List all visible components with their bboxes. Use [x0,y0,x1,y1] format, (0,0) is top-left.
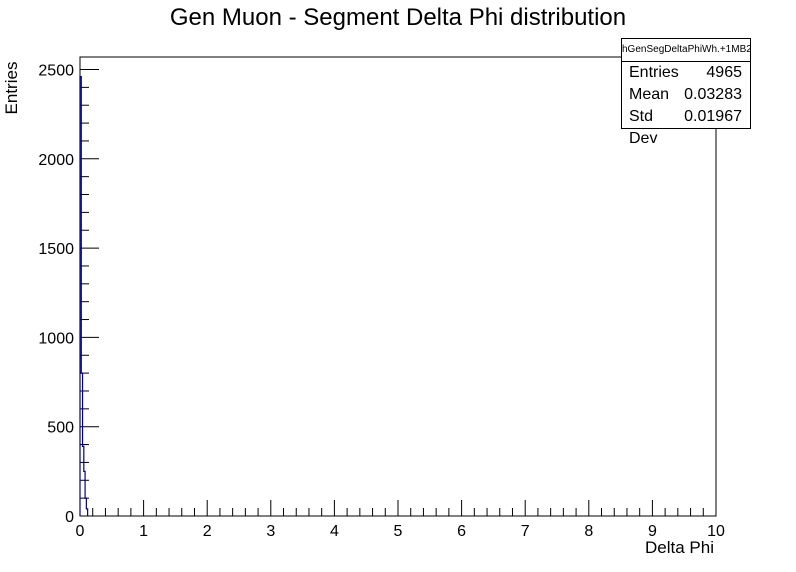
x-axis-label: Delta Phi [645,538,714,557]
stats-label: Std Dev [629,108,658,147]
y-tick-label: 2000 [38,152,74,169]
x-tick-label: 2 [203,523,212,540]
histogram-line [79,76,89,516]
x-tick-label: 5 [394,523,403,540]
stats-label: Entries [629,64,679,81]
stats-value: 0.01967 [684,108,742,125]
x-tick-label: 10 [707,523,725,540]
stats-box: hGenSegDeltaPhiWh.+1MB2 Entries 4965 Mea… [621,38,751,147]
axes: 0 1 2 3 4 5 6 7 8 9 10 0 500 1000 1500 2000 2500 [38,56,725,540]
stats-value: 4965 [706,64,742,81]
stats-row-stddev: Std Dev 0.01967 [622,106,750,147]
x-tick-label: 1 [139,523,148,540]
stats-row-entries: Entries 4965 [622,62,750,84]
stats-row-mean: Mean 0.03283 [622,84,750,106]
chart-title: Gen Muon - Segment Delta Phi distributio… [169,4,627,31]
x-tick-label: 8 [584,523,593,540]
stats-value: 0.03283 [684,86,742,103]
y-tick-label: 1500 [38,241,74,258]
x-tick-label: 4 [330,523,339,540]
histogram [79,76,89,516]
y-tick-label: 2500 [38,63,74,80]
x-tick-label: 9 [648,523,657,540]
y-tick-label: 1000 [38,330,74,347]
stats-box-title: hGenSegDeltaPhiWh.+1MB2 [622,39,750,62]
y-tick-label: 0 [65,509,74,526]
x-tick-label: 3 [266,523,275,540]
stats-label: Mean [629,86,670,103]
y-tick-label: 500 [47,420,74,437]
x-tick-label: 6 [457,523,466,540]
x-tick-label: 0 [76,523,85,540]
x-tick-label: 7 [521,523,530,540]
